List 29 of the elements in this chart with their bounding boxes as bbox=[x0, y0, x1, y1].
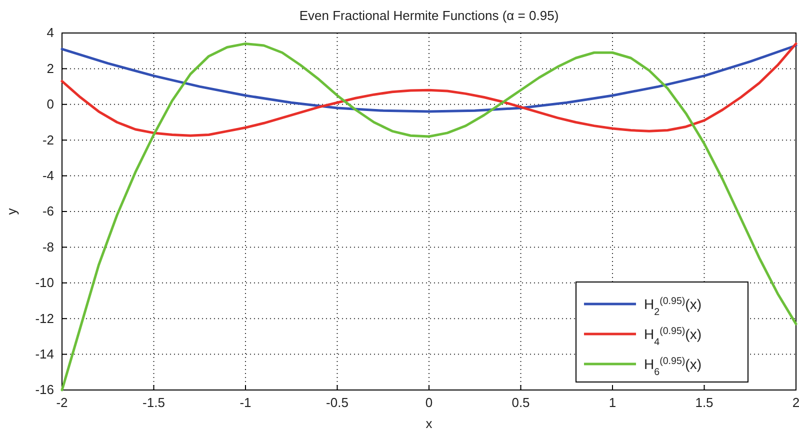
y-tick-label: -14 bbox=[35, 346, 54, 362]
y-tick-label: -8 bbox=[42, 239, 54, 254]
y-tick-label: -2 bbox=[42, 132, 54, 148]
legend-label: H$_{2}$$^{(0.95)}$(x) bbox=[644, 296, 702, 318]
line-series bbox=[60, 44, 798, 113]
legend-label: H$_{6}$$^{(0.95)}$(x) bbox=[644, 356, 702, 378]
y-tick-label: -10 bbox=[35, 275, 54, 290]
x-tick-label: -0.5 bbox=[326, 395, 348, 410]
line-series bbox=[60, 42, 798, 137]
x-tick-label: 0.5 bbox=[512, 395, 530, 410]
y-tick-label: -4 bbox=[42, 168, 54, 183]
x-tick-label: 2 bbox=[792, 395, 799, 410]
x-tick-label: -1.5 bbox=[142, 395, 165, 410]
y-axis-title: y bbox=[4, 208, 19, 215]
line-series bbox=[60, 42, 798, 392]
chart-title: Even Fractional Hermite Functions (α = 0.95) bbox=[299, 8, 559, 23]
y-tick-label: -16 bbox=[35, 382, 54, 398]
x-tick-label: 1 bbox=[608, 395, 616, 410]
x-tick-label: 1.5 bbox=[695, 395, 714, 410]
y-tick-label: 0 bbox=[46, 96, 54, 112]
legend-label: H$_{4}$$^{(0.95)}$(x) bbox=[644, 326, 702, 348]
x-axis-title: x bbox=[426, 416, 433, 431]
x-tick-label: -1 bbox=[240, 395, 252, 410]
x-tick-label: 0 bbox=[425, 395, 433, 410]
y-tick-label: 4 bbox=[46, 25, 54, 40]
x-tick-label: -2 bbox=[56, 395, 68, 410]
y-tick-label: 2 bbox=[46, 60, 54, 76]
y-tick-label: -12 bbox=[35, 310, 54, 326]
y-tick-label: -6 bbox=[42, 204, 54, 219]
